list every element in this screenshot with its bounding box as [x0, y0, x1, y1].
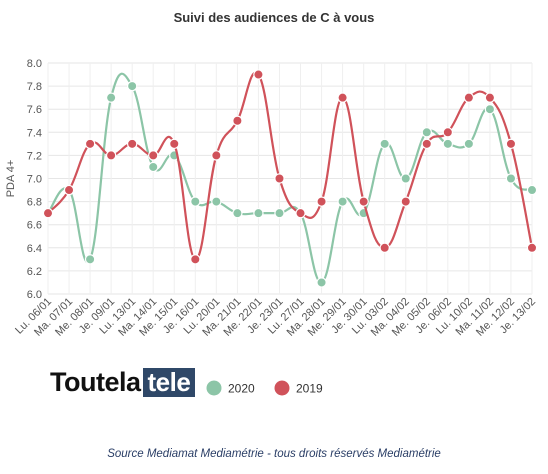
data-point-2020: [84, 254, 96, 265]
legend-label-2020: 2020: [228, 382, 255, 396]
data-point-2019: [126, 138, 138, 150]
data-point-2019: [63, 184, 75, 196]
data-point-2020: [126, 80, 138, 92]
data-point-2019: [400, 196, 411, 207]
data-point-2019: [42, 207, 54, 219]
data-point-2019: [421, 138, 432, 150]
data-point-2020: [505, 173, 517, 184]
y-tick-label: 6.0: [27, 289, 42, 301]
data-point-2019: [274, 173, 285, 184]
source-note: Source Mediamat Mediamétrie - tous droit…: [107, 448, 441, 460]
data-point-2019: [190, 254, 201, 265]
data-point-2019: [253, 69, 264, 80]
data-point-2020: [400, 173, 411, 184]
data-point-2019: [442, 127, 454, 138]
data-point-2020: [421, 127, 432, 138]
y-tick-label: 7.0: [27, 174, 42, 186]
y-tick-label: 6.8: [27, 197, 42, 209]
data-point-2019: [84, 138, 96, 150]
data-point-2019: [169, 138, 180, 150]
data-point-2019: [358, 196, 369, 207]
data-point-2020: [526, 184, 538, 196]
data-point-2020: [253, 207, 264, 219]
series-line-2019: [47, 71, 534, 261]
data-point-2020: [316, 277, 327, 288]
y-tick-label: 6.2: [27, 266, 42, 278]
toutelatele-logo: Toutela tele: [50, 366, 196, 397]
y-tick-label: 6.4: [27, 243, 42, 255]
data-point-2019: [211, 150, 222, 161]
data-point-2019: [379, 242, 390, 253]
logo-main-text: Toutela: [50, 366, 141, 397]
logo-box-text: tele: [142, 367, 196, 397]
legend-marker-2020: [206, 380, 222, 396]
data-point-2020: [105, 92, 117, 103]
y-tick-label: 7.8: [27, 81, 42, 93]
legend-label-2019: 2019: [296, 382, 323, 396]
data-point-2020: [148, 161, 159, 173]
y-tick-label: 8.0: [27, 58, 42, 70]
data-point-2019: [148, 150, 159, 161]
legend-marker-2019: [274, 380, 290, 396]
y-tick-label: 7.6: [27, 104, 42, 116]
data-point-2020: [190, 196, 201, 207]
data-point-2020: [484, 103, 496, 115]
data-point-2019: [316, 196, 327, 207]
data-point-2019: [526, 242, 538, 253]
data-point-2020: [463, 138, 475, 150]
data-point-2019: [295, 207, 306, 219]
data-point-2020: [274, 207, 285, 219]
y-tick-label: 7.4: [27, 127, 42, 139]
y-tick-label: 7.2: [27, 150, 42, 162]
data-point-2019: [232, 115, 243, 126]
data-point-2019: [337, 92, 348, 103]
data-point-2020: [232, 207, 243, 219]
data-point-2019: [505, 138, 517, 150]
data-point-2020: [442, 138, 454, 150]
y-tick-label: 6.6: [27, 220, 42, 232]
data-point-2019: [484, 92, 496, 103]
data-point-2020: [211, 196, 222, 207]
data-point-2019: [105, 150, 117, 161]
y-axis-label: PDA 4+: [5, 160, 17, 198]
data-point-2019: [463, 92, 475, 103]
chart-title: Suivi des audiences de C à vous: [174, 10, 375, 25]
data-point-2020: [337, 196, 348, 207]
data-point-2020: [379, 138, 390, 150]
